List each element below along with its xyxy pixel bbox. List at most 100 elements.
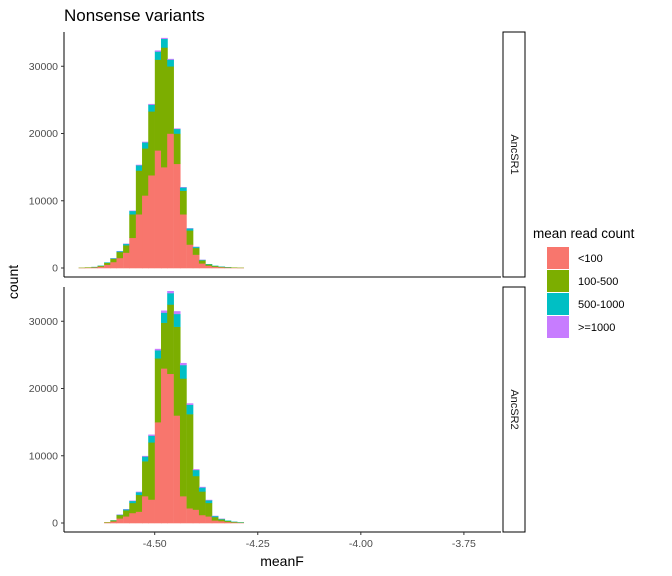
y-tick-label: 10000 — [29, 450, 58, 462]
y-tick-label: 0 — [52, 518, 58, 530]
histogram-bar — [205, 265, 213, 269]
histogram-bar — [205, 264, 213, 265]
histogram-bar — [97, 266, 105, 269]
x-axis-title: meanF — [260, 553, 304, 569]
y-tick-label: 30000 — [29, 61, 58, 73]
histogram-bar — [110, 258, 118, 259]
x-tick-label: -4.25 — [246, 538, 270, 550]
histogram-bar — [211, 515, 219, 518]
histogram-bar — [205, 502, 213, 517]
histogram-bar — [179, 378, 187, 497]
histogram-bar — [148, 111, 155, 176]
histogram-bar — [129, 500, 137, 504]
histogram-bar — [135, 491, 143, 493]
facet-panel-AncSR1: 0 10000 20000 30000 AncSR1 — [29, 31, 526, 278]
histogram-bar — [179, 496, 187, 524]
histogram-bar — [129, 500, 137, 502]
y-tick-label: 30000 — [29, 316, 58, 328]
legend-swatch — [547, 293, 569, 315]
histogram-bar — [167, 59, 174, 67]
histogram-bar — [179, 187, 187, 191]
histogram-bar — [154, 358, 162, 423]
histogram-bar — [154, 350, 162, 359]
y-tick-label: 0 — [52, 263, 58, 275]
histogram-bar — [173, 415, 181, 524]
legend-label: 500-1000 — [578, 299, 625, 311]
histogram-bar — [198, 263, 206, 269]
histogram-bar — [179, 214, 187, 269]
histogram-bar — [123, 245, 130, 253]
histogram-bar — [142, 456, 149, 462]
histogram-bar — [135, 511, 143, 524]
histogram-bar — [161, 310, 168, 313]
histogram-bar — [110, 258, 118, 263]
histogram-bar — [205, 516, 213, 524]
histogram-bar — [161, 47, 168, 168]
histogram-bar — [211, 520, 219, 524]
histogram-bar — [161, 312, 168, 323]
histogram-bar — [186, 404, 194, 415]
histogram-bar — [167, 58, 174, 60]
histogram-bar — [192, 247, 200, 255]
histogram-bar — [142, 455, 149, 457]
histogram-bar — [224, 520, 232, 523]
histogram-bar — [218, 518, 226, 520]
x-tick-label: -4.50 — [143, 538, 167, 550]
y-tick-label: 20000 — [29, 383, 58, 395]
histogram-bar — [135, 170, 143, 215]
histogram-bar — [230, 521, 238, 523]
histogram-bar — [116, 257, 124, 269]
histogram-bar — [104, 262, 111, 263]
histogram-bar — [198, 491, 206, 516]
histogram-bar — [186, 403, 194, 405]
histogram-bar — [142, 496, 149, 524]
histogram-bar — [161, 368, 168, 524]
histogram-bar — [179, 190, 187, 215]
histogram-bar — [148, 499, 155, 524]
histogram-bar — [116, 251, 124, 259]
facet-strip-label: AncSR2 — [508, 389, 520, 429]
histogram-bar — [84, 267, 92, 269]
histogram-bar — [123, 509, 130, 511]
histogram-bar — [135, 492, 143, 496]
histogram-bar — [142, 141, 149, 143]
histogram-bar — [192, 469, 200, 477]
histogram-bar — [129, 210, 137, 215]
legend: mean read count <100 100-500 500-1000 >=100… — [533, 226, 635, 338]
histogram-bar — [205, 500, 213, 504]
histogram-bar — [186, 230, 194, 245]
histogram-bar — [135, 214, 143, 269]
histogram-bar — [211, 265, 219, 267]
facet-panel-AncSR2: 0 10000 20000 30000 AncSR2 — [29, 286, 526, 533]
histogram-bar — [110, 261, 118, 269]
y-axis-title: count — [5, 265, 21, 299]
histogram-bar — [192, 246, 200, 249]
histogram-bar — [104, 522, 111, 524]
histogram-bar — [142, 142, 149, 149]
histogram-bar — [218, 520, 226, 524]
histogram-bar — [116, 251, 124, 253]
histogram-bar — [129, 512, 137, 524]
histogram-bar — [142, 148, 149, 196]
histogram-bar — [237, 522, 245, 524]
histogram-bar — [192, 509, 200, 524]
x-tick-label: -4.00 — [349, 538, 373, 550]
histogram-bar — [154, 150, 162, 269]
histogram-bar — [161, 167, 168, 269]
histogram-bar — [104, 262, 111, 265]
legend-title: mean read count — [533, 226, 635, 241]
histogram-bar — [129, 210, 137, 212]
histogram-bar — [110, 521, 118, 524]
histogram-bar — [97, 265, 105, 267]
histogram-bar — [161, 38, 168, 48]
histogram-bar — [142, 461, 149, 497]
histogram-bar — [198, 260, 206, 264]
y-tick-label: 20000 — [29, 128, 58, 140]
histogram-bar — [154, 59, 162, 151]
histogram-bar — [198, 487, 206, 492]
histogram-bar — [198, 514, 206, 524]
histogram-bar — [167, 293, 174, 305]
histogram-bar — [129, 502, 137, 514]
histogram-bar — [167, 133, 174, 269]
histogram-bar — [123, 510, 130, 517]
